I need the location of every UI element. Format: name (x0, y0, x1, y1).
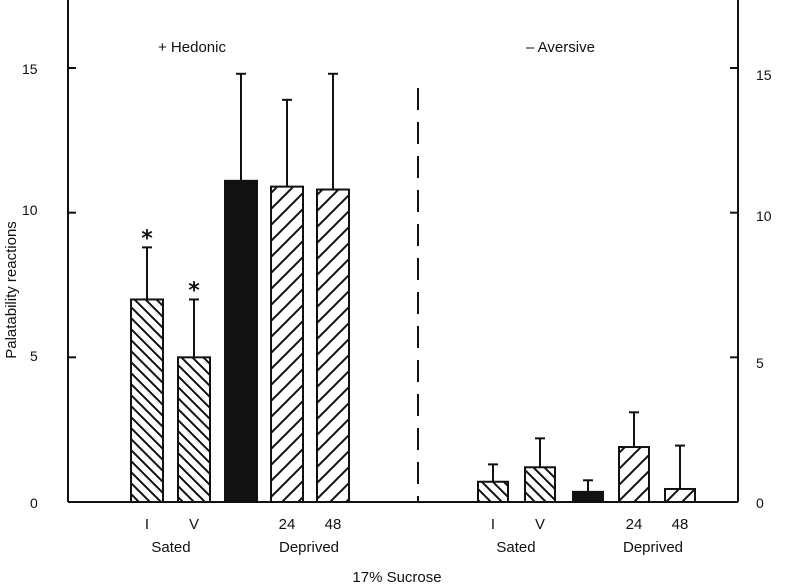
bar-category-label: 24 (626, 516, 643, 533)
bar-category-label: 48 (325, 516, 342, 533)
bars-layer: * I * V 24 48 I V 24 48 (130, 72, 696, 533)
y-tick-label-left: 0 (30, 495, 38, 511)
bar-hedonic-2 (177, 356, 211, 504)
y-tick-label-right: 15 (756, 67, 772, 83)
bar-hedonic-1 (130, 298, 164, 504)
group-label-deprived-right: Deprived (623, 539, 683, 556)
bar-category-label: I (145, 516, 149, 533)
bar-aversive-2 (524, 466, 556, 503)
group-label-deprived-left: Deprived (279, 539, 339, 556)
panel-title-aversive: – Aversive (526, 39, 595, 56)
bar-category-label: 48 (672, 516, 689, 533)
panel-title-hedonic: + Hedonic (158, 39, 226, 56)
bar-hedonic-3 (224, 179, 258, 503)
group-label-sated-left: Sated (151, 539, 190, 556)
significance-asterisk: * (188, 278, 200, 303)
tick-marks (68, 67, 738, 503)
bar-category-label: I (491, 516, 495, 533)
y-tick-label-left: 10 (22, 202, 38, 218)
y-axis-label: Palatability reactions (3, 221, 20, 359)
y-tick-label-left: 5 (30, 348, 38, 364)
bar-category-label: V (189, 516, 199, 533)
group-label-sated-right: Sated (496, 539, 535, 556)
bar-hedonic-5 (316, 188, 350, 504)
bar-aversive-4 (618, 446, 650, 504)
y-tick-label-left: 15 (22, 61, 38, 77)
significance-asterisk: * (141, 226, 153, 251)
x-axis-label: 17% Sucrose (352, 569, 441, 586)
bar-aversive-3 (572, 490, 604, 503)
bar-hedonic-4 (270, 185, 304, 503)
bar-aversive-1 (477, 480, 509, 504)
bar-category-label: 24 (279, 516, 296, 533)
bar-category-label: V (535, 516, 545, 533)
bar-aversive-5 (664, 487, 696, 504)
y-tick-label-right: 5 (756, 355, 764, 371)
y-tick-label-right: 0 (756, 495, 764, 511)
y-tick-label-right: 10 (756, 208, 772, 224)
